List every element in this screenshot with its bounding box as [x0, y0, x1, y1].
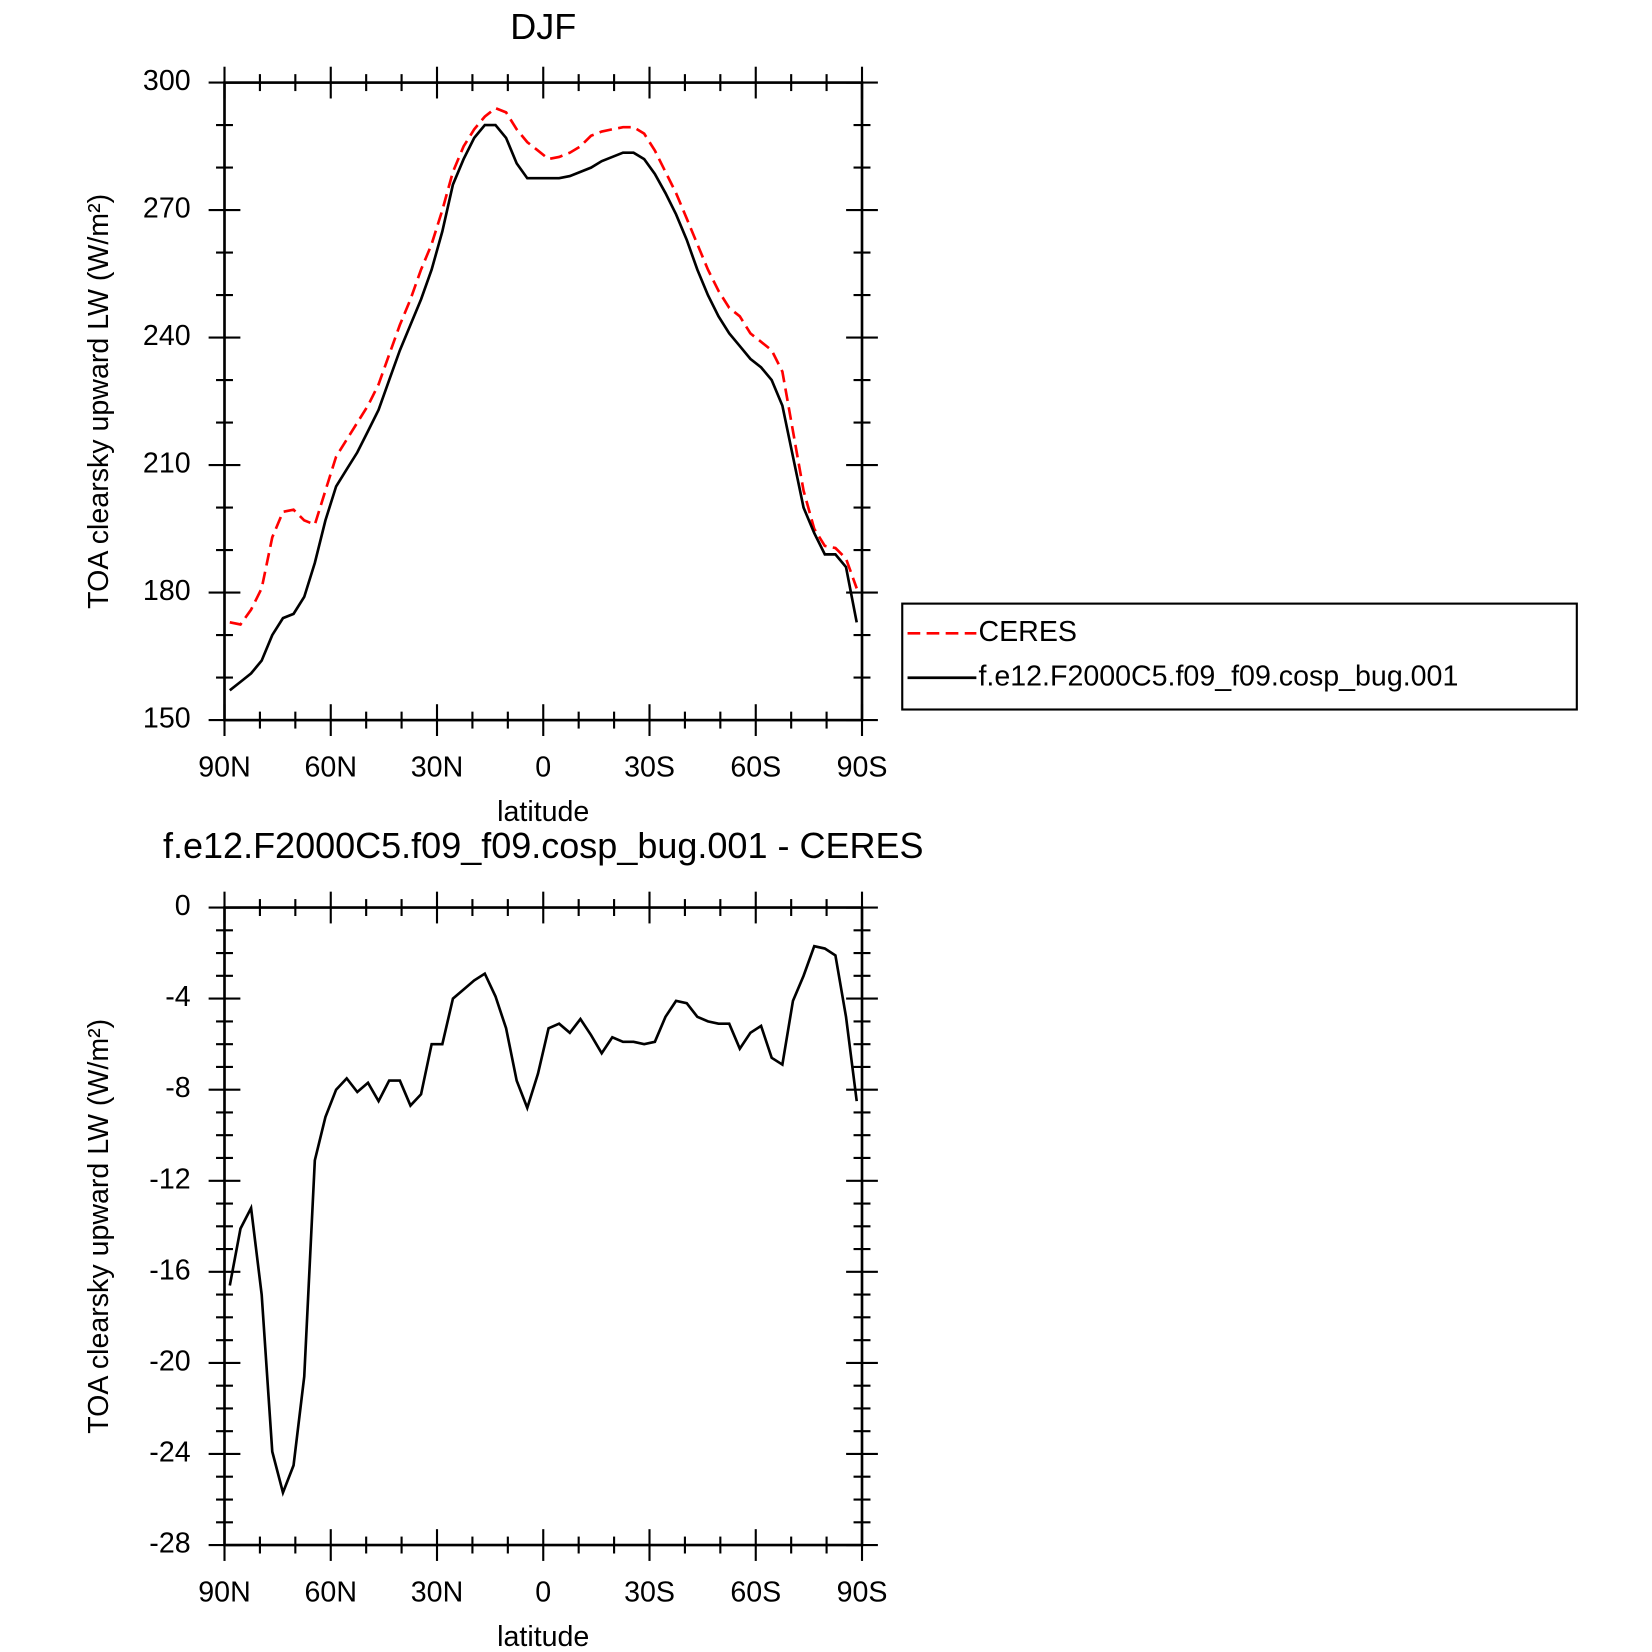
- x-tick-label: 90N: [198, 1576, 250, 1608]
- y-tick-label: -20: [149, 1345, 190, 1377]
- y-tick-label: -28: [149, 1528, 190, 1560]
- chart-title: f.e12.F2000C5.f09_f09.cosp_bug.001 - CER…: [163, 825, 923, 866]
- x-tick-label: 90S: [837, 1576, 888, 1608]
- plot: DJF latitude TOA clearsky upward LW (W/m²)…: [83, 6, 1578, 828]
- y-axis-label: TOA clearsky upward LW (W/m²): [83, 1019, 115, 1434]
- y-tick-label: 0: [175, 890, 191, 922]
- x-tick-label: 60S: [730, 751, 781, 783]
- x-tick-label: 90N: [198, 751, 250, 783]
- x-axis-label: latitude: [497, 1621, 589, 1652]
- x-tick-label: 30S: [624, 1576, 675, 1608]
- data-line: [228, 123, 859, 692]
- y-tick-label: 270: [143, 193, 191, 225]
- x-tick-label: 30S: [624, 751, 675, 783]
- y-tick-label: -24: [149, 1437, 190, 1469]
- x-tick-label: 90S: [837, 751, 888, 783]
- y-tick-label: 210: [143, 448, 191, 480]
- x-tick-label: 60N: [305, 1576, 357, 1608]
- x-axis-label: latitude: [497, 796, 589, 828]
- plot: f.e12.F2000C5.f09_f09.cosp_bug.001 - CER…: [83, 825, 923, 1652]
- legend: CERES f.e12.F2000C5.f09_f09.cosp_bug.001: [901, 602, 1578, 711]
- y-tick-label: -12: [149, 1163, 190, 1195]
- x-tick-label: 0: [535, 751, 551, 783]
- x-tick-label: 60N: [305, 751, 357, 783]
- chart-title: DJF: [510, 6, 576, 47]
- y-tick-label: -4: [165, 981, 191, 1013]
- y-tick-label: 240: [143, 320, 191, 352]
- y-tick-label: 300: [143, 65, 191, 97]
- y-tick-label: 180: [143, 575, 191, 607]
- legend-label: f.e12.F2000C5.f09_f09.cosp_bug.001: [978, 660, 1458, 692]
- y-axis-label: TOA clearsky upward LW (W/m²): [83, 194, 115, 609]
- data-line: [228, 944, 859, 1497]
- x-tick-label: 30N: [411, 751, 463, 783]
- y-tick-label: -8: [165, 1072, 190, 1104]
- data-line: [229, 106, 858, 626]
- x-tick-label: 30N: [411, 1576, 463, 1608]
- y-tick-label: -16: [149, 1254, 190, 1286]
- x-tick-label: 60S: [730, 1576, 781, 1608]
- legend-box: [901, 602, 1578, 711]
- plot-frame: [223, 906, 864, 1547]
- y-tick-label: 150: [143, 703, 191, 735]
- x-tick-label: 0: [535, 1576, 551, 1608]
- legend-label: CERES: [978, 616, 1076, 648]
